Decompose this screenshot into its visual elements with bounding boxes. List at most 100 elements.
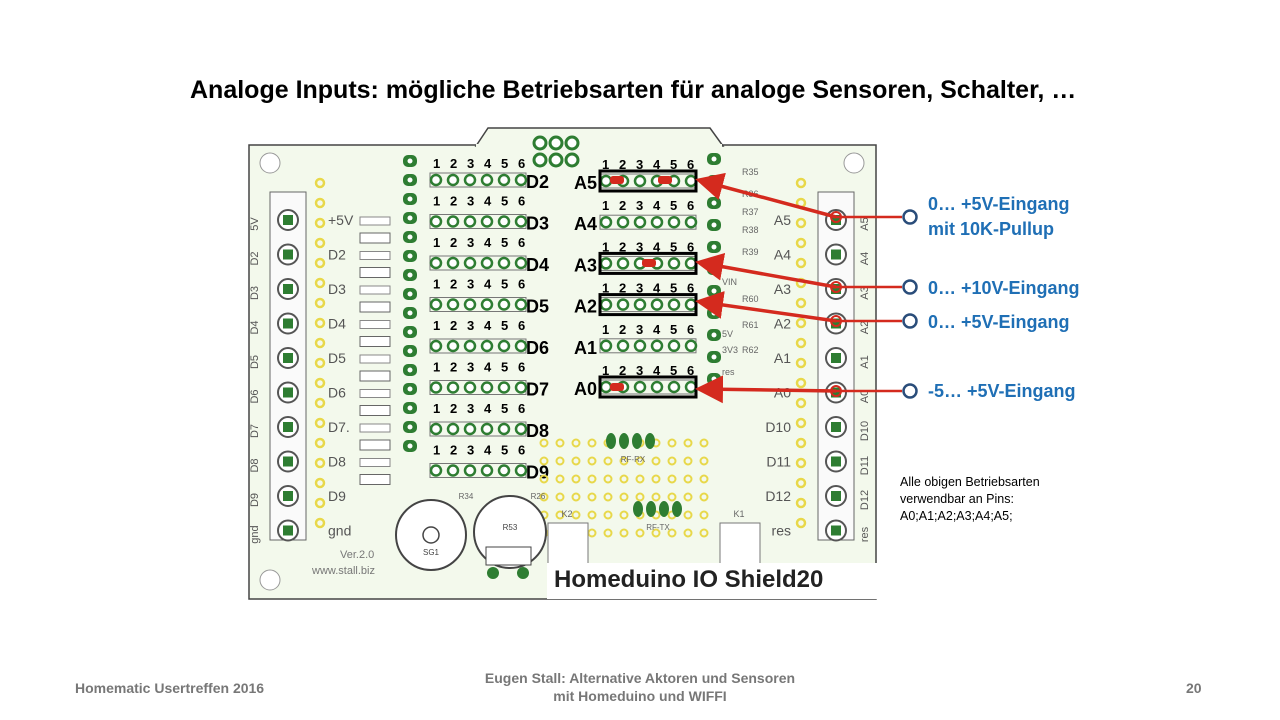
- digital-pin-number: 4: [484, 401, 492, 416]
- right-terminal-label: res: [859, 526, 871, 542]
- jumper-a3-3-4: [642, 259, 656, 267]
- analog-header-pin: [633, 298, 647, 311]
- proto-pad: [667, 456, 677, 466]
- center-left-pad-hole: [407, 386, 413, 392]
- digital-header-pin: [463, 298, 477, 311]
- center-left-pad-hole: [407, 405, 413, 411]
- analog-header-pin: [667, 298, 681, 311]
- analog-header-pin: [633, 215, 647, 229]
- left-inner-label: D2: [328, 247, 346, 263]
- right-header-pin: [795, 177, 807, 189]
- proto-pad: [699, 474, 709, 484]
- digital-pin-number: 5: [501, 235, 508, 250]
- right-header-pin: [795, 357, 807, 369]
- proto-pad: [555, 456, 565, 466]
- left-diode: [359, 301, 391, 313]
- proto-pad: [699, 492, 709, 502]
- center-right-pad-hole: [711, 156, 717, 162]
- analog-pin-number: 5: [670, 363, 677, 378]
- proto-pad: [587, 474, 597, 484]
- left-screw-center: [283, 387, 293, 398]
- digital-pin-number: 1: [433, 318, 440, 333]
- analog-pin-number: 5: [670, 239, 677, 254]
- proto-pad: [683, 474, 693, 484]
- proto-pad: [667, 528, 677, 538]
- digital-header-pin: [429, 422, 443, 436]
- digital-pin-number: 6: [518, 443, 525, 458]
- digital-header-pin: [497, 422, 511, 436]
- digital-row-label: D7: [526, 380, 549, 400]
- rf-tx-pin: [646, 501, 656, 517]
- digital-header-pin: [446, 173, 460, 187]
- left-header-pin: [314, 297, 326, 309]
- digital-header-pin: [480, 422, 494, 436]
- right-inner-label: A3: [774, 281, 791, 297]
- left-screw-center: [283, 422, 293, 432]
- digital-header-pin: [480, 173, 494, 187]
- proto-pad: [619, 510, 629, 520]
- analog-pin-number: 1: [602, 322, 609, 337]
- left-terminal-label: D6: [249, 389, 261, 403]
- digital-pin-number: 3: [467, 360, 474, 375]
- left-terminal-label: gnd: [249, 525, 261, 543]
- board-url: www.stall.biz: [311, 565, 375, 577]
- left-header-pin: [314, 477, 326, 489]
- proto-pad: [555, 492, 565, 502]
- analog-pin-number: 2: [619, 157, 626, 172]
- proto-pad: [571, 510, 581, 520]
- analog-header-pin: [633, 380, 647, 394]
- left-diode: [359, 474, 391, 485]
- proto-pad: [571, 492, 581, 502]
- right-component-label: R61: [742, 320, 759, 330]
- left-inner-label: D8: [328, 454, 346, 470]
- r26-label: R26: [531, 492, 546, 501]
- analog-pin-number: 3: [636, 157, 643, 172]
- proto-pad: [683, 438, 693, 448]
- pcb-tab-seam: [476, 144, 722, 148]
- center-left-pad-hole: [407, 367, 413, 373]
- pins-note: Alle obigen Betriebsarten verwendbar an …: [900, 474, 1040, 525]
- analog-header-pin: [616, 257, 630, 270]
- analog-header-pin: [650, 339, 664, 353]
- digital-pin-number: 2: [450, 443, 457, 458]
- digital-pin-number: 6: [518, 360, 525, 375]
- proto-pad: [571, 438, 581, 448]
- footer-author-line1: Eugen Stall: Alternative Aktoren und Sen…: [484, 670, 796, 686]
- left-screw-center: [283, 353, 293, 363]
- digital-pin-number: 5: [501, 443, 508, 458]
- proto-pad: [619, 456, 629, 466]
- left-terminal-label: 5V: [249, 217, 261, 231]
- analog-pin-number: 4: [653, 281, 661, 296]
- analog-header-pin: [599, 215, 613, 229]
- proto-pad: [651, 456, 661, 466]
- digital-pin-number: 4: [484, 360, 492, 375]
- rf-tx-pin: [633, 501, 643, 517]
- center-left-pad-hole: [407, 310, 413, 316]
- digital-header-pin: [446, 339, 460, 353]
- right-terminal-label: D12: [859, 490, 871, 510]
- analog-pin-number: 3: [636, 281, 643, 296]
- digital-header-pin: [514, 381, 528, 394]
- right-terminal-label: A4: [859, 252, 871, 265]
- right-header-pin: [795, 477, 807, 489]
- proto-pad: [651, 528, 661, 538]
- left-screw-center: [283, 284, 293, 294]
- digital-pin-number: 2: [450, 401, 457, 416]
- analog-pin-number: 3: [636, 198, 643, 213]
- right-inner-label: A4: [774, 247, 791, 263]
- right-header-pin: [795, 217, 807, 229]
- footer-event: Homematic Usertreffen 2016: [75, 680, 265, 696]
- digital-header-pin: [514, 215, 528, 228]
- proto-pad: [619, 528, 629, 538]
- left-header-pin: [314, 337, 326, 349]
- digital-header-pin: [463, 381, 477, 394]
- digital-header-pin: [497, 464, 511, 477]
- right-component-label: R62: [742, 345, 759, 355]
- right-component-label: R35: [742, 167, 759, 177]
- proto-pad: [683, 492, 693, 502]
- board-name: Homeduino IO Shield20: [554, 566, 823, 593]
- right-inner-label: A5: [774, 212, 791, 228]
- right-inner-label: res: [772, 523, 791, 539]
- callout-10v: 0… +10V-Eingang: [928, 278, 1080, 298]
- right-terminal-label: D10: [859, 421, 871, 441]
